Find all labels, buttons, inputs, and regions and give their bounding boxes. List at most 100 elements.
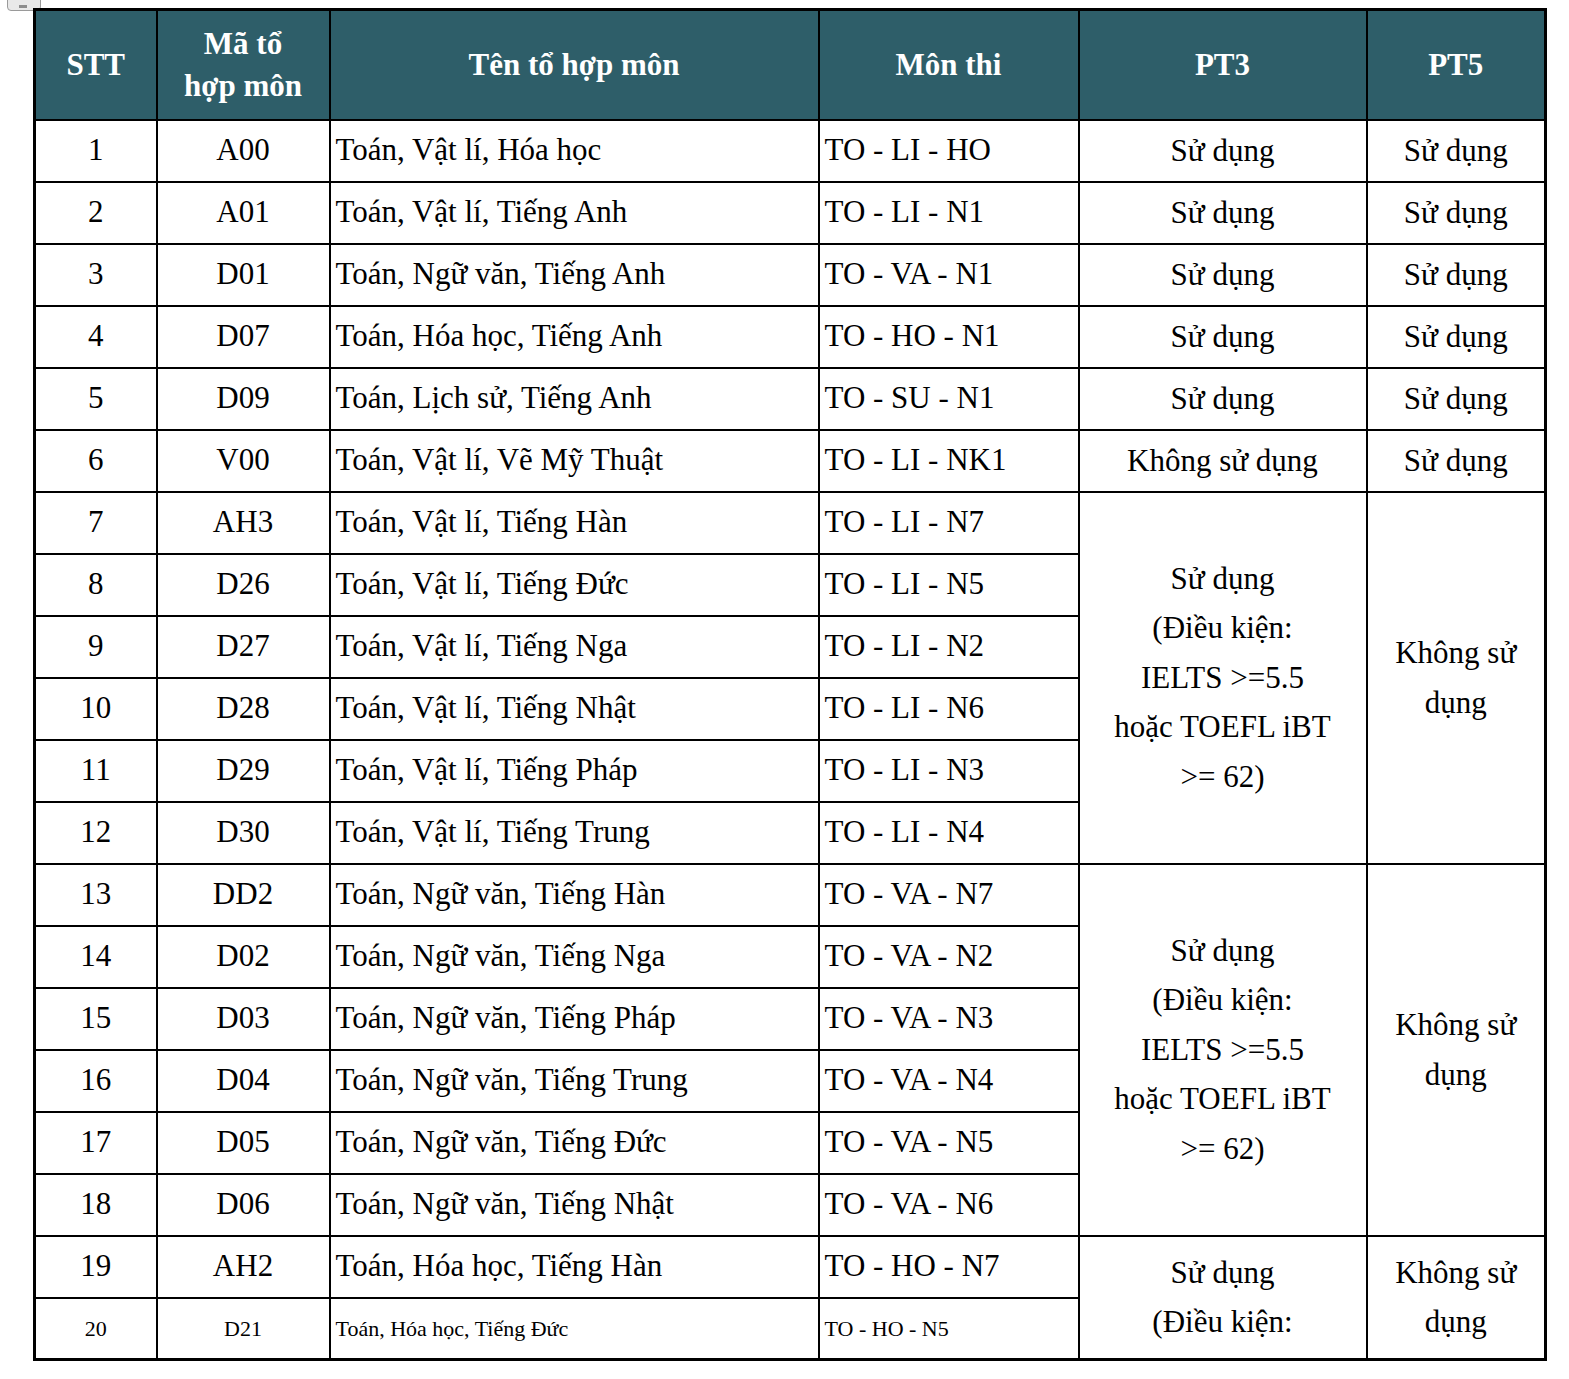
cell-mon: TO - HO - N1 <box>819 306 1079 368</box>
cell-ten: Toán, Lịch sử, Tiếng Anh <box>330 368 819 430</box>
header-row: STTMã tổ hợp mônTên tổ hợp mônMôn thiPT3… <box>35 10 1546 120</box>
cell-pt3: Sử dụng (Điều kiện: IELTS >=5.5 hoặc TOE… <box>1079 492 1367 864</box>
cell-ten: Toán, Hóa học, Tiếng Đức <box>330 1298 819 1360</box>
cell-ten: Toán, Vật lí, Tiếng Nga <box>330 616 819 678</box>
cell-mon: TO - HO - N7 <box>819 1236 1079 1298</box>
cell-ten: Toán, Hóa học, Tiếng Anh <box>330 306 819 368</box>
cell-mon: TO - VA - N3 <box>819 988 1079 1050</box>
cell-mon: TO - VA - N7 <box>819 864 1079 926</box>
cell-mon: TO - VA - N5 <box>819 1112 1079 1174</box>
cell-stt: 4 <box>35 306 157 368</box>
cell-stt: 18 <box>35 1174 157 1236</box>
cell-ma: D03 <box>157 988 330 1050</box>
cell-ma: D28 <box>157 678 330 740</box>
table-row: 19AH2Toán, Hóa học, Tiếng HànTO - HO - N… <box>35 1236 1546 1298</box>
cell-stt: 13 <box>35 864 157 926</box>
cell-ten: Toán, Ngữ văn, Tiếng Nga <box>330 926 819 988</box>
cell-mon: TO - LI - N5 <box>819 554 1079 616</box>
cell-mon: TO - SU - N1 <box>819 368 1079 430</box>
cell-ten: Toán, Ngữ văn, Tiếng Nhật <box>330 1174 819 1236</box>
cell-ma: D29 <box>157 740 330 802</box>
cell-ma: DD2 <box>157 864 330 926</box>
cell-ma: A01 <box>157 182 330 244</box>
cell-mon: TO - LI - N7 <box>819 492 1079 554</box>
cell-pt3: Sử dụng <box>1079 306 1367 368</box>
cell-ten: Toán, Ngữ văn, Tiếng Đức <box>330 1112 819 1174</box>
cell-ma: AH3 <box>157 492 330 554</box>
cell-pt5: Không sử dụng <box>1367 864 1546 1236</box>
cell-ma: D07 <box>157 306 330 368</box>
cell-stt: 15 <box>35 988 157 1050</box>
cell-ma: D05 <box>157 1112 330 1174</box>
cell-ma: D04 <box>157 1050 330 1112</box>
cropped-ui-control-mark <box>19 5 27 8</box>
cell-ten: Toán, Vật lí, Tiếng Pháp <box>330 740 819 802</box>
cell-ma: D01 <box>157 244 330 306</box>
cell-ma: D26 <box>157 554 330 616</box>
table-row: 6V00Toán, Vật lí, Vẽ Mỹ ThuậtTO - LI - N… <box>35 430 1546 492</box>
cell-stt: 20 <box>35 1298 157 1360</box>
cell-mon: TO - VA - N6 <box>819 1174 1079 1236</box>
cell-stt: 11 <box>35 740 157 802</box>
cell-mon: TO - LI - N4 <box>819 802 1079 864</box>
cell-stt: 1 <box>35 120 157 182</box>
cell-pt3: Sử dụng <box>1079 182 1367 244</box>
cell-ten: Toán, Vật lí, Tiếng Trung <box>330 802 819 864</box>
cell-stt: 16 <box>35 1050 157 1112</box>
table-row: 13DD2Toán, Ngữ văn, Tiếng HànTO - VA - N… <box>35 864 1546 926</box>
cell-pt3: Không sử dụng <box>1079 430 1367 492</box>
cell-ten: Toán, Vật lí, Vẽ Mỹ Thuật <box>330 430 819 492</box>
cell-mon: TO - VA - N1 <box>819 244 1079 306</box>
cell-stt: 14 <box>35 926 157 988</box>
table-row: 3D01Toán, Ngữ văn, Tiếng AnhTO - VA - N1… <box>35 244 1546 306</box>
column-header-ten: Tên tổ hợp môn <box>330 10 819 120</box>
cell-mon: TO - VA - N2 <box>819 926 1079 988</box>
column-header-pt3: PT3 <box>1079 10 1367 120</box>
cell-ten: Toán, Ngữ văn, Tiếng Hàn <box>330 864 819 926</box>
cell-pt5: Sử dụng <box>1367 430 1546 492</box>
cell-ten: Toán, Vật lí, Hóa học <box>330 120 819 182</box>
cell-ma: D09 <box>157 368 330 430</box>
cell-pt3: Sử dụng (Điều kiện: IELTS >=5.5 hoặc TOE… <box>1079 864 1367 1236</box>
cell-ma: D06 <box>157 1174 330 1236</box>
table-row: 5D09Toán, Lịch sử, Tiếng AnhTO - SU - N1… <box>35 368 1546 430</box>
cell-pt3: Sử dụng <box>1079 244 1367 306</box>
cell-ten: Toán, Vật lí, Tiếng Nhật <box>330 678 819 740</box>
table-row: 1A00Toán, Vật lí, Hóa họcTO - LI - HOSử … <box>35 120 1546 182</box>
cell-ma: V00 <box>157 430 330 492</box>
cell-ten: Toán, Ngữ văn, Tiếng Anh <box>330 244 819 306</box>
cell-ten: Toán, Vật lí, Tiếng Hàn <box>330 492 819 554</box>
cell-stt: 19 <box>35 1236 157 1298</box>
column-header-mon: Môn thi <box>819 10 1079 120</box>
cell-ten: Toán, Vật lí, Tiếng Anh <box>330 182 819 244</box>
cell-stt: 12 <box>35 802 157 864</box>
cell-pt3: Sử dụng (Điều kiện: <box>1079 1236 1367 1360</box>
cell-pt5: Sử dụng <box>1367 182 1546 244</box>
cell-ma: D30 <box>157 802 330 864</box>
column-header-pt5: PT5 <box>1367 10 1546 120</box>
cell-stt: 17 <box>35 1112 157 1174</box>
cell-stt: 2 <box>35 182 157 244</box>
cell-ten: Toán, Ngữ văn, Tiếng Pháp <box>330 988 819 1050</box>
cell-ma: A00 <box>157 120 330 182</box>
table-row: 4D07Toán, Hóa học, Tiếng AnhTO - HO - N1… <box>35 306 1546 368</box>
cell-pt5: Sử dụng <box>1367 306 1546 368</box>
table-row: 2A01Toán, Vật lí, Tiếng AnhTO - LI - N1S… <box>35 182 1546 244</box>
cell-mon: TO - LI - N2 <box>819 616 1079 678</box>
table-body: 1A00Toán, Vật lí, Hóa họcTO - LI - HOSử … <box>35 120 1546 1360</box>
cell-pt5: Không sử dụng <box>1367 1236 1546 1360</box>
cell-ma: AH2 <box>157 1236 330 1298</box>
cell-mon: TO - LI - N3 <box>819 740 1079 802</box>
cell-pt5: Sử dụng <box>1367 368 1546 430</box>
table-row: 7AH3Toán, Vật lí, Tiếng HànTO - LI - N7S… <box>35 492 1546 554</box>
cell-stt: 10 <box>35 678 157 740</box>
cell-stt: 7 <box>35 492 157 554</box>
cell-stt: 9 <box>35 616 157 678</box>
cell-mon: TO - HO - N5 <box>819 1298 1079 1360</box>
cell-pt5: Không sử dụng <box>1367 492 1546 864</box>
cell-ten: Toán, Hóa học, Tiếng Hàn <box>330 1236 819 1298</box>
table-header: STTMã tổ hợp mônTên tổ hợp mônMôn thiPT3… <box>35 10 1546 120</box>
cell-ten: Toán, Vật lí, Tiếng Đức <box>330 554 819 616</box>
cell-pt5: Sử dụng <box>1367 120 1546 182</box>
cell-ten: Toán, Ngữ văn, Tiếng Trung <box>330 1050 819 1112</box>
